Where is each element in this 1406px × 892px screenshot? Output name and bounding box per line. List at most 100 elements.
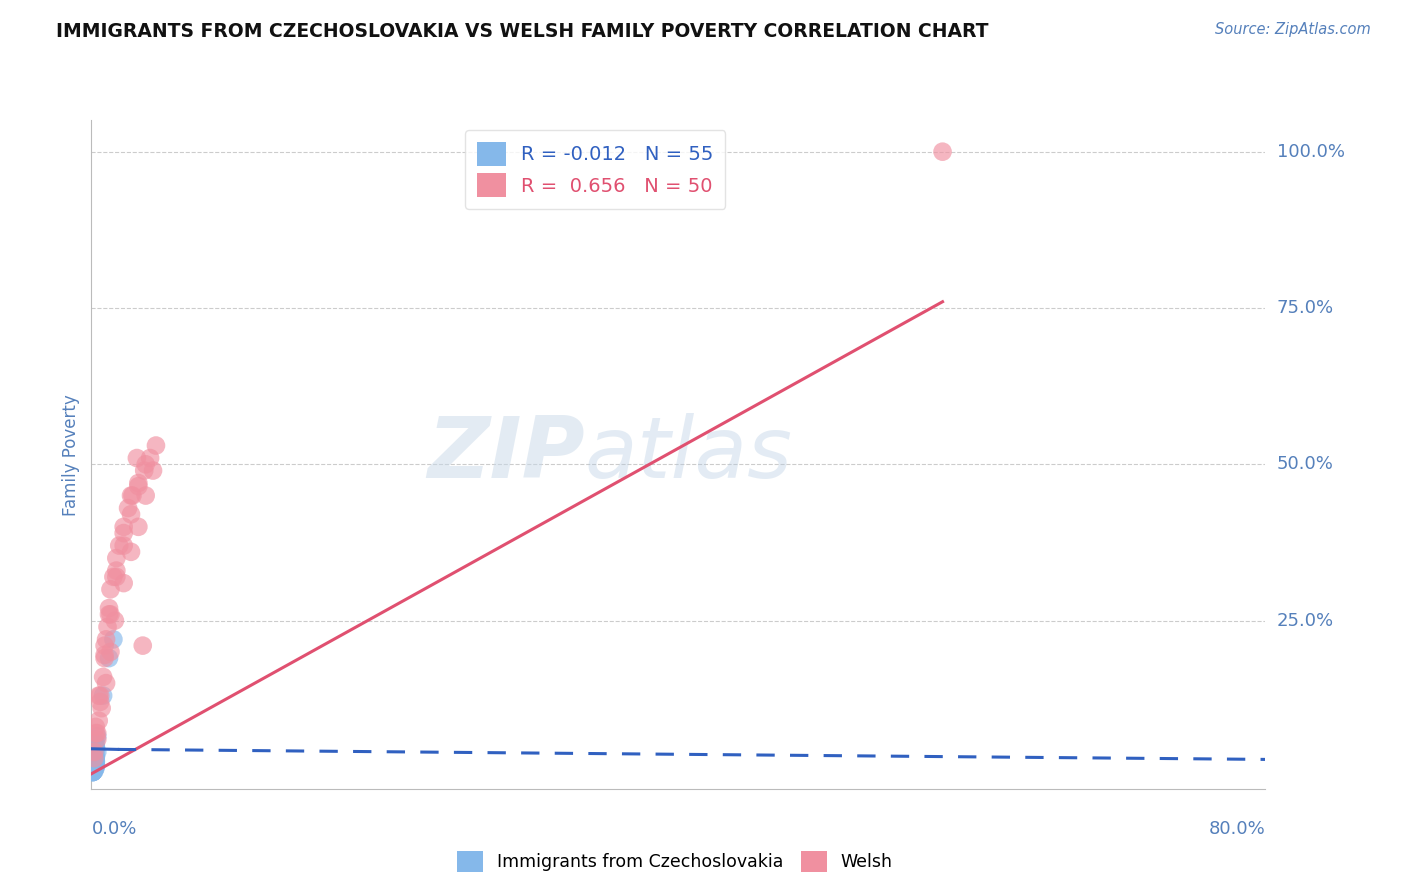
- Point: [84, 758, 107, 772]
- Point: [91, 689, 114, 703]
- Point: [103, 632, 125, 647]
- Point: [82, 756, 104, 771]
- Point: [83, 754, 105, 768]
- Point: [96, 620, 118, 634]
- Point: [83, 760, 105, 774]
- Point: [90, 701, 112, 715]
- Point: [108, 539, 131, 553]
- Point: [82, 757, 104, 772]
- Point: [94, 632, 117, 647]
- Point: [84, 735, 107, 749]
- Point: [120, 545, 142, 559]
- Point: [83, 751, 105, 765]
- Point: [87, 689, 110, 703]
- Point: [120, 489, 142, 503]
- Point: [83, 751, 105, 765]
- Point: [121, 489, 143, 503]
- Point: [84, 750, 107, 764]
- Point: [84, 739, 107, 754]
- Point: [100, 645, 122, 659]
- Text: 25.0%: 25.0%: [1277, 612, 1334, 630]
- Point: [84, 739, 107, 754]
- Text: 80.0%: 80.0%: [1209, 820, 1265, 838]
- Point: [82, 764, 104, 779]
- Text: 0.0%: 0.0%: [91, 820, 136, 838]
- Point: [127, 476, 149, 491]
- Point: [86, 732, 108, 747]
- Point: [83, 746, 105, 760]
- Point: [98, 601, 121, 615]
- Point: [93, 648, 115, 662]
- Point: [84, 754, 107, 768]
- Point: [84, 758, 107, 772]
- Point: [82, 764, 104, 779]
- Point: [86, 729, 108, 743]
- Legend: Immigrants from Czechoslovakia, Welsh: Immigrants from Czechoslovakia, Welsh: [450, 844, 900, 879]
- Point: [83, 741, 105, 756]
- Point: [82, 763, 104, 777]
- Point: [117, 501, 139, 516]
- Y-axis label: Family Poverty: Family Poverty: [62, 394, 80, 516]
- Point: [83, 751, 105, 765]
- Point: [82, 747, 104, 762]
- Point: [84, 756, 107, 771]
- Point: [105, 564, 128, 578]
- Point: [98, 651, 121, 665]
- Point: [112, 526, 135, 541]
- Point: [100, 582, 122, 597]
- Text: 100.0%: 100.0%: [1277, 143, 1344, 161]
- Point: [83, 754, 105, 768]
- Point: [82, 764, 104, 779]
- Point: [84, 760, 107, 774]
- Point: [104, 614, 127, 628]
- Point: [83, 764, 105, 778]
- Point: [83, 750, 105, 764]
- Point: [84, 744, 107, 758]
- Point: [134, 464, 156, 478]
- Text: 50.0%: 50.0%: [1277, 455, 1333, 474]
- Point: [83, 760, 105, 774]
- Point: [86, 726, 108, 740]
- Point: [82, 760, 104, 774]
- Point: [120, 508, 142, 522]
- Point: [83, 745, 105, 759]
- Point: [103, 570, 125, 584]
- Point: [82, 754, 104, 768]
- Point: [84, 720, 107, 734]
- Point: [105, 551, 128, 566]
- Point: [83, 739, 105, 753]
- Point: [105, 570, 128, 584]
- Point: [82, 764, 104, 779]
- Point: [82, 764, 104, 779]
- Point: [84, 750, 107, 764]
- Text: IMMIGRANTS FROM CZECHOSLOVAKIA VS WELSH FAMILY POVERTY CORRELATION CHART: IMMIGRANTS FROM CZECHOSLOVAKIA VS WELSH …: [56, 22, 988, 41]
- Point: [93, 651, 115, 665]
- Point: [83, 760, 105, 774]
- Point: [135, 489, 157, 503]
- Point: [84, 726, 107, 740]
- Point: [83, 732, 105, 747]
- Point: [83, 746, 105, 760]
- Point: [83, 764, 105, 778]
- Point: [82, 760, 104, 774]
- Point: [135, 458, 157, 472]
- Point: [94, 676, 117, 690]
- Point: [86, 745, 108, 759]
- Point: [82, 764, 104, 779]
- Point: [139, 451, 162, 466]
- Point: [91, 670, 114, 684]
- Text: Source: ZipAtlas.com: Source: ZipAtlas.com: [1215, 22, 1371, 37]
- Point: [112, 520, 135, 534]
- Text: ZIP: ZIP: [427, 413, 585, 497]
- Text: atlas: atlas: [585, 413, 793, 497]
- Point: [93, 639, 115, 653]
- Point: [112, 576, 135, 591]
- Point: [84, 754, 107, 768]
- Point: [132, 639, 155, 653]
- Point: [125, 451, 148, 466]
- Point: [82, 764, 104, 778]
- Point: [83, 760, 105, 774]
- Point: [145, 438, 167, 452]
- Point: [89, 689, 111, 703]
- Point: [98, 607, 121, 622]
